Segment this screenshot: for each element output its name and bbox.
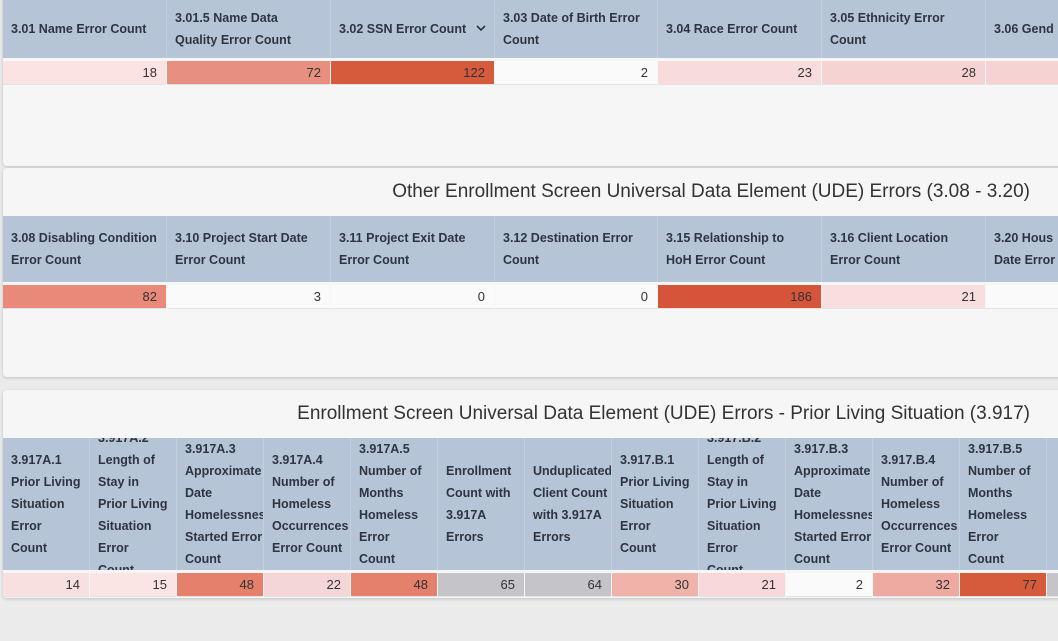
column-header[interactable]: 3.01.5 Name Data Quality Error Count <box>167 0 331 58</box>
value-cell: 28 <box>822 61 985 85</box>
table-card: 3.01 Name Error Count 3.01.5 Name Data Qu… <box>3 0 1058 166</box>
value-cell: 64 <box>525 573 611 597</box>
header-text: 3.06 Gend <box>994 22 1054 36</box>
header-text: Unduplicated Client Count with 3.917A Er… <box>533 464 612 544</box>
value-cell: 48 <box>351 573 437 597</box>
column-header[interactable]: 3.08 Disabling Condition Error Count <box>3 216 167 282</box>
table-card: Enrollment Screen Universal Data Element… <box>3 390 1058 598</box>
column-header[interactable]: 3.12 Destination Error Count <box>495 216 658 282</box>
value-cell: 122 <box>331 61 494 85</box>
header-text: 3.917A.5 Number of Months Homeless Error… <box>359 442 422 566</box>
column-header[interactable]: 3.917.B.1 Prior Living Situation Error C… <box>612 438 699 570</box>
header-text: 3.917A.1 Prior Living Situation Error Co… <box>11 453 81 555</box>
header-text: 3.05 Ethnicity Error Count <box>830 11 945 47</box>
header-text: 3.01 Name Error Count <box>11 22 147 36</box>
value-cell: 3 <box>167 285 330 309</box>
column-header[interactable]: 3.917A.1 Prior Living Situation Error Co… <box>3 438 90 570</box>
value-cell: 15 <box>90 573 176 597</box>
table-card: Other Enrollment Screen Universal Data E… <box>3 168 1058 377</box>
column-header[interactable]: 3.917.B.3 Approximate Date Homelessness … <box>786 438 873 570</box>
header-text: 3.15 Relationship to HoH Error Count <box>666 231 785 267</box>
header-row: 3.01 Name Error Count 3.01.5 Name Data Qu… <box>3 0 1058 58</box>
column-header[interactable]: 3.04 Race Error Count <box>658 0 822 58</box>
value-cell: 186 <box>658 285 821 309</box>
header-text: 3.02 SSN Error Count <box>339 22 467 36</box>
value-cell: 77 <box>960 573 1046 597</box>
column-header[interactable]: 3.05 Ethnicity Error Count <box>822 0 986 58</box>
column-header[interactable]: 3.16 Client Location Error Count <box>822 216 986 282</box>
column-header[interactable]: 3.10 Project Start Date Error Count <box>167 216 331 282</box>
header-text: 3.917.B.5 Number of Months Homeless Erro… <box>968 442 1031 566</box>
value-cell: 0 <box>495 285 657 309</box>
header-text: 3.01.5 Name Data Quality Error Count <box>175 11 291 47</box>
value-cell: 23 <box>658 61 821 85</box>
column-header[interactable]: 3.02 SSN Error Count <box>331 0 495 58</box>
value-cell: 21 <box>822 285 985 309</box>
header-text: 3.917A.2 Length of Stay in Prior Living … <box>98 438 168 570</box>
value-cell <box>986 285 1058 309</box>
value-cell: 2 <box>786 573 872 597</box>
value-cell: 18 <box>3 61 166 85</box>
value-cell: 72 <box>167 61 330 85</box>
column-header[interactable]: 3.917A.3 Approximate Date Homelessness S… <box>177 438 264 570</box>
column-header[interactable]: 3.03 Date of Birth Error Count <box>495 0 658 58</box>
value-cell: 2 <box>495 61 657 85</box>
section-title: Enrollment Screen Universal Data Element… <box>297 403 1030 424</box>
section-title: Other Enrollment Screen Universal Data E… <box>392 181 1030 202</box>
header-text: 3.16 Client Location Error Count <box>830 231 949 267</box>
column-header[interactable]: 3.01 Name Error Count <box>3 0 167 58</box>
value-cell: 82 <box>3 285 166 309</box>
column-header[interactable]: Unduplicated Client Count with 3.917A Er… <box>525 438 612 570</box>
column-header[interactable]: 3.917.B.2 Length of Stay in Prior Living… <box>699 438 786 570</box>
column-header[interactable]: 3.917.B.5 Number of Months Homeless Erro… <box>960 438 1047 570</box>
header-text: 3.917.B.2 Length of Stay in Prior Living… <box>707 438 777 570</box>
value-cell: 14 <box>3 573 89 597</box>
header-row: 3.08 Disabling Condition Error Count 3.10… <box>3 216 1058 282</box>
column-header[interactable]: 3.917A.5 Number of Months Homeless Error… <box>351 438 438 570</box>
header-text: 3.08 Disabling Condition Error Count <box>11 231 157 267</box>
header-text: 3.917A.3 Approximate Date Homelessness S… <box>185 442 264 566</box>
data-row: 18 72 122 2 23 28 <box>3 61 1058 85</box>
column-header[interactable]: 3.15 Relationship to HoH Error Count <box>658 216 822 282</box>
value-cell <box>986 61 1058 85</box>
column-header[interactable]: 3.20 Hous Date Error <box>986 216 1058 282</box>
data-row: 82 3 0 0 186 21 <box>3 285 1058 309</box>
header-row: 3.917A.1 Prior Living Situation Error Co… <box>3 438 1058 570</box>
header-text: 3.04 Race Error Count <box>666 22 798 36</box>
value-cell: 32 <box>873 573 959 597</box>
value-cell: 21 <box>699 573 785 597</box>
value-cell: 0 <box>331 285 494 309</box>
header-text: 3.917.B.1 Prior Living Situation Error C… <box>620 453 690 555</box>
value-cell: 30 <box>612 573 698 597</box>
column-header[interactable] <box>1047 438 1058 570</box>
data-row: 14 15 48 22 48 65 64 30 21 2 32 77 <box>3 573 1058 597</box>
header-text: Enrollment Count with 3.917A Errors <box>446 464 512 544</box>
header-text: 3.917.B.4 Number of Homeless Occurrences… <box>881 453 958 555</box>
header-text: 3.917A.4 Number of Homeless Occurrences … <box>272 453 349 555</box>
value-cell: 48 <box>177 573 263 597</box>
column-header[interactable]: 3.917.B.4 Number of Homeless Occurrences… <box>873 438 960 570</box>
value-cell: 22 <box>264 573 350 597</box>
header-text: 3.20 Hous Date Error <box>994 231 1056 267</box>
column-header[interactable]: 3.06 Gend <box>986 0 1058 58</box>
header-text: 3.917.B.3 Approximate Date Homelessness … <box>794 442 873 566</box>
header-text: 3.11 Project Exit Date Error Count <box>339 231 466 267</box>
column-header[interactable]: 3.917A.4 Number of Homeless Occurrences … <box>264 438 351 570</box>
column-header[interactable]: Enrollment Count with 3.917A Errors <box>438 438 525 570</box>
column-header[interactable]: 3.11 Project Exit Date Error Count <box>331 216 495 282</box>
value-cell: 65 <box>438 573 524 597</box>
column-header[interactable]: 3.917A.2 Length of Stay in Prior Living … <box>90 438 177 570</box>
header-text: 3.03 Date of Birth Error Count <box>503 11 640 47</box>
header-text: 3.12 Destination Error Count <box>503 231 633 267</box>
sort-icon[interactable] <box>476 25 486 32</box>
header-text: 3.10 Project Start Date Error Count <box>175 231 308 267</box>
value-cell <box>1047 573 1058 597</box>
